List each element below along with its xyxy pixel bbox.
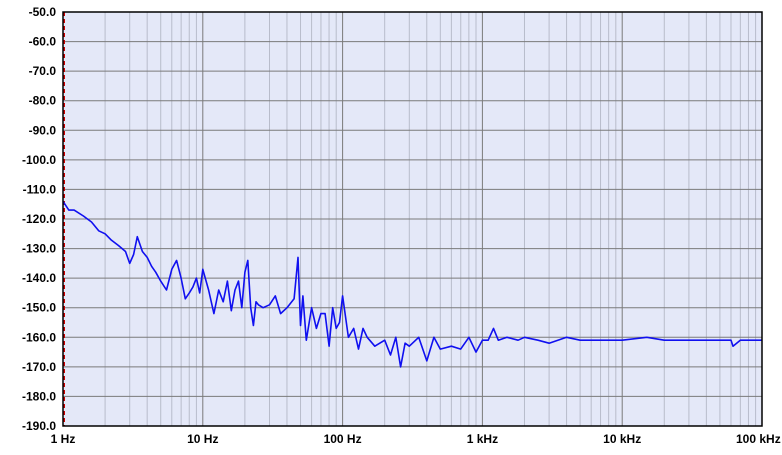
x-tick-label: 100 kHz <box>736 432 781 446</box>
y-axis-tick-labels: -50.0 -60.0 -70.0 -80.0 -90.0 -100.0 -110.0 -12… <box>22 5 56 433</box>
x-tick-label: 1 Hz <box>51 432 76 446</box>
y-tick-label: -80.0 <box>29 94 57 108</box>
y-tick-label: -160.0 <box>22 330 56 344</box>
y-tick-label: -90.0 <box>29 123 57 137</box>
x-tick-label: 100 Hz <box>324 432 362 446</box>
y-tick-label: -140.0 <box>22 271 56 285</box>
x-axis-tick-labels: 1 Hz 10 Hz 100 Hz 1 kHz 10 kHz 100 kHz <box>51 432 781 446</box>
y-tick-label: -180.0 <box>22 389 56 403</box>
y-tick-label: -150.0 <box>22 301 56 315</box>
y-tick-label: -70.0 <box>29 64 57 78</box>
y-tick-label: -60.0 <box>29 35 57 49</box>
plot-frame <box>62 11 763 427</box>
x-tick-label: 1 kHz <box>467 432 498 446</box>
y-tick-label: -190.0 <box>22 419 56 433</box>
y-tick-label: -170.0 <box>22 360 56 374</box>
y-tick-label: -100.0 <box>22 153 56 167</box>
y-tick-label: -130.0 <box>22 242 56 256</box>
series-line <box>62 200 762 368</box>
y-tick-label: -110.0 <box>23 182 57 196</box>
x-tick-label: 10 kHz <box>603 432 641 446</box>
y-tick-label: -120.0 <box>22 212 56 226</box>
y-tick-label: -50.0 <box>29 5 57 19</box>
x-tick-label: 10 Hz <box>187 432 218 446</box>
